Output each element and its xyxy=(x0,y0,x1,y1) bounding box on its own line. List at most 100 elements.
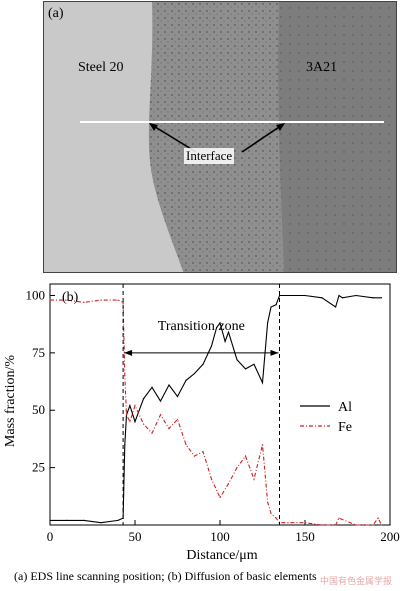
data-point-fe xyxy=(227,483,230,485)
data-point-fe xyxy=(129,421,131,423)
data-point-al xyxy=(142,398,145,400)
data-point-al xyxy=(117,519,119,522)
data-point-al xyxy=(134,421,136,423)
data-point-al xyxy=(380,297,383,299)
data-point-al xyxy=(216,327,218,329)
y-tick-label: 100 xyxy=(26,287,46,302)
al-alloy-label: 3A21 xyxy=(306,60,338,75)
y-tick-label: 75 xyxy=(32,345,45,360)
data-point-al xyxy=(267,322,269,324)
panel-b-tag: (b) xyxy=(62,290,79,305)
data-point-fe xyxy=(287,522,289,524)
data-point-fe xyxy=(236,467,238,469)
watermark: 中国有色金属学报 xyxy=(319,576,392,586)
data-point-al xyxy=(304,294,306,297)
chart-annotations: Transition zone Al Fe xyxy=(122,284,352,525)
data-point-fe xyxy=(338,517,340,519)
data-point-fe xyxy=(49,299,51,301)
data-point-al xyxy=(335,306,337,308)
data-point-fe xyxy=(267,501,269,503)
data-point-fe xyxy=(304,522,306,524)
y-tick-label: 25 xyxy=(32,460,45,475)
data-point-al xyxy=(244,368,247,370)
data-point-al xyxy=(193,372,196,375)
x-tick-label: 200 xyxy=(380,529,400,544)
data-point-fe xyxy=(275,517,277,519)
data-point-fe xyxy=(185,444,187,446)
data-point-fe xyxy=(142,423,145,425)
data-point-fe xyxy=(168,428,170,430)
data-point-fe xyxy=(202,450,204,453)
data-point-fe xyxy=(66,299,68,301)
data-point-fe xyxy=(372,524,374,526)
series-line-fe xyxy=(50,299,382,526)
data-point-al xyxy=(185,379,187,381)
y-tick-label: 50 xyxy=(32,402,45,417)
legend-label-al: Al xyxy=(338,400,352,415)
data-point-al xyxy=(236,359,238,361)
data-point-al xyxy=(261,382,264,384)
data-point-fe xyxy=(355,524,357,526)
data-point-al xyxy=(287,294,289,297)
legend-label-fe: Fe xyxy=(338,420,352,435)
data-point-fe xyxy=(321,524,323,526)
transition-zone-label: Transition zone xyxy=(158,319,245,334)
zone-arrow-head-left xyxy=(124,349,133,356)
x-tick-label: 0 xyxy=(47,529,54,544)
data-point-al xyxy=(124,444,126,446)
data-point-al xyxy=(210,345,213,347)
data-point-al xyxy=(253,363,255,365)
data-point-al xyxy=(83,519,85,522)
y-axis-label: Mass fraction/% xyxy=(3,355,18,447)
data-point-fe xyxy=(151,432,153,434)
data-point-al xyxy=(100,522,102,524)
data-point-fe xyxy=(244,455,247,457)
data-point-fe xyxy=(270,512,272,515)
data-point-al xyxy=(159,400,162,402)
data-point-fe xyxy=(83,301,85,303)
data-point-al xyxy=(341,297,343,299)
chart-ticks: 0 50 100 150 200 25 50 75 100 xyxy=(26,287,400,544)
sem-micrograph: (a) Steel 20 3A21 Interface xyxy=(43,1,397,273)
data-point-al xyxy=(176,395,179,398)
data-point-al xyxy=(49,519,51,522)
data-point-al xyxy=(168,384,170,386)
panel-a-tag: (a) xyxy=(48,6,64,21)
x-axis-label: Distance/μm xyxy=(186,548,257,563)
data-point-al xyxy=(275,304,277,306)
data-point-fe xyxy=(122,301,124,303)
steel-label: Steel 20 xyxy=(78,60,124,75)
x-tick-label: 50 xyxy=(129,529,142,544)
data-point-fe xyxy=(193,455,196,457)
data-point-al xyxy=(338,294,340,297)
data-point-fe xyxy=(377,517,379,519)
data-point-fe xyxy=(159,414,162,416)
data-point-fe xyxy=(380,524,383,526)
data-point-fe xyxy=(124,375,126,377)
data-point-fe xyxy=(335,524,337,526)
figure-caption: (a) EDS line scanning position; (b) Diff… xyxy=(14,569,317,583)
x-tick-label: 150 xyxy=(295,529,315,544)
data-point-fe xyxy=(210,478,213,480)
data-point-al xyxy=(219,322,221,324)
data-point-al xyxy=(278,294,281,297)
data-point-fe xyxy=(219,496,221,499)
data-point-al xyxy=(372,297,374,299)
micrograph-overlay xyxy=(80,2,396,272)
zone-arrow-head-right xyxy=(270,349,279,356)
data-point-al xyxy=(227,331,230,333)
data-point-al xyxy=(129,405,131,407)
data-point-al xyxy=(151,386,153,388)
data-point-fe xyxy=(134,405,136,407)
data-point-al xyxy=(270,306,272,308)
data-point-fe xyxy=(125,414,128,416)
data-point-fe xyxy=(176,418,179,421)
data-point-fe xyxy=(117,299,119,301)
series-line-al xyxy=(50,294,382,524)
data-point-fe xyxy=(253,478,255,480)
interface-label: Interface xyxy=(184,148,235,164)
eds-line-chart: 0 50 100 150 200 25 50 75 100 Transition zone Al F… xyxy=(3,283,400,563)
data-point-al xyxy=(355,294,357,297)
data-point-al xyxy=(224,340,226,342)
x-tick-label: 100 xyxy=(210,529,230,544)
